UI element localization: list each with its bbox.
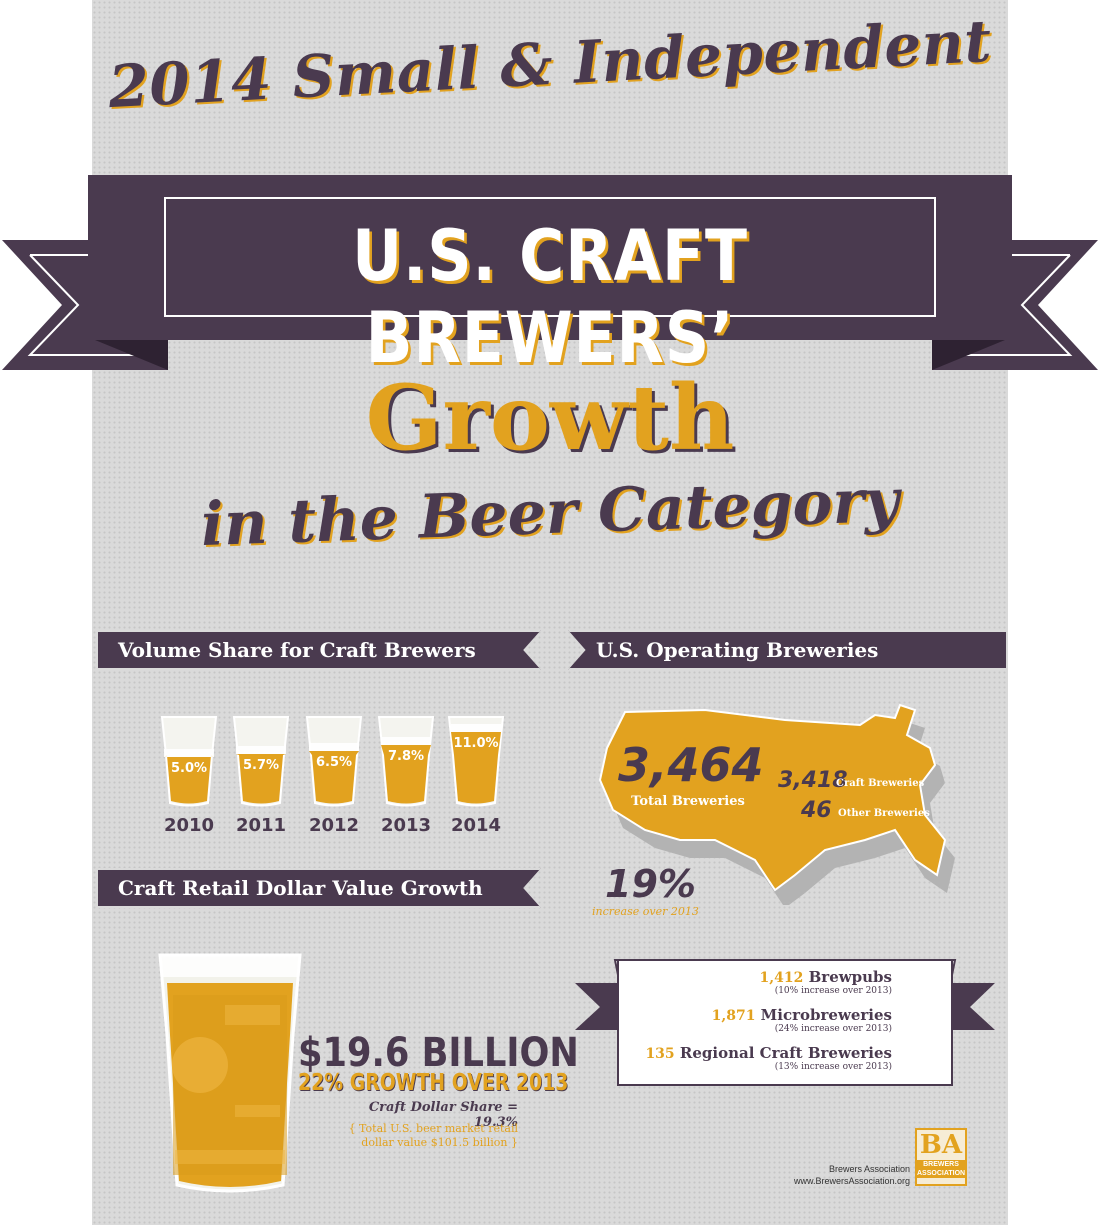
brewery-types-ribbon <box>575 959 995 1086</box>
glass-year-label: 2013 <box>380 815 432 836</box>
glass-share-label: 11.0% <box>453 736 499 751</box>
brewery-increase-percent: 19% <box>605 862 696 906</box>
craft-breweries-count: 3,418 <box>778 768 848 793</box>
microbreweries-count: 1,871 <box>711 1008 756 1024</box>
total-breweries-label: Total Breweries <box>631 794 745 809</box>
glass-year-label: 2012 <box>308 815 360 836</box>
glass-share-label: 5.0% <box>170 761 208 776</box>
other-breweries-label: Other Breweries <box>838 808 930 819</box>
volume-share-heading: Volume Share for Craft Brewers <box>96 630 541 670</box>
regional-label: Regional Craft Breweries <box>679 1044 892 1062</box>
microbreweries-label: Microbreweries <box>760 1006 892 1024</box>
brewery-type-regional: 135 Regional Craft Breweries (13% increa… <box>645 1044 892 1072</box>
dollar-bill-glass-icon <box>158 953 302 1193</box>
org-name: Brewers Association <box>828 1164 910 1174</box>
brewery-increase-label: increase over 2013 <box>592 905 699 918</box>
market-value-note-line1: { Total U.S. beer market retail <box>348 1122 518 1135</box>
beer-glass-icon <box>305 716 363 807</box>
glass-year-label: 2011 <box>235 815 287 836</box>
operating-breweries-heading: U.S. Operating Breweries <box>568 630 1008 670</box>
growth-title: Growth <box>365 365 735 471</box>
org-url: www.BrewersAssociation.org <box>793 1176 910 1186</box>
beer-glass-icon <box>447 716 505 807</box>
brewpubs-label: Brewpubs <box>808 968 892 986</box>
regional-note: (13% increase over 2013) <box>774 1062 892 1072</box>
brewery-type-brewpubs: 1,412 Brewpubs (10% increase over 2013) <box>760 968 892 996</box>
logo-mark: BA <box>919 1130 963 1160</box>
glass-share-label: 6.5% <box>315 755 353 770</box>
brewpubs-count: 1,412 <box>759 970 804 986</box>
dollar-value-amount: $19.6 BILLION <box>298 1030 579 1076</box>
beer-glass-icon <box>160 716 218 807</box>
banner-title: U.S. CRAFT BREWERS’ <box>352 215 748 379</box>
glass-share-label: 5.7% <box>242 758 280 773</box>
title-banner <box>2 175 1098 370</box>
craft-dollar-share: Craft Dollar Share = 19.3% <box>368 1100 518 1130</box>
craft-breweries-label: Craft Breweries <box>836 778 925 789</box>
glass-year-label: 2014 <box>450 815 502 836</box>
logo-text: BREWERS ASSOCIATION <box>917 1160 966 1178</box>
market-value-note-line2: dollar value $101.5 billion } <box>361 1136 518 1149</box>
beer-glass-icon <box>377 716 435 807</box>
dollar-growth-label: 22% GROWTH OVER 2013 <box>298 1070 569 1096</box>
beer-glass-icon <box>232 716 290 807</box>
brewers-association-credit: Brewers Association www.BrewersAssociati… <box>770 1163 910 1187</box>
regional-count: 135 <box>645 1046 675 1062</box>
us-map-icon <box>598 703 955 905</box>
dollar-value-heading: Craft Retail Dollar Value Growth <box>96 868 541 908</box>
brewers-association-logo: BA BREWERS ASSOCIATION <box>915 1128 967 1186</box>
brewpubs-note: (10% increase over 2013) <box>774 986 892 996</box>
glass-share-label: 7.8% <box>387 749 425 764</box>
glass-year-label: 2010 <box>163 815 215 836</box>
other-breweries-count: 46 <box>801 798 832 823</box>
total-breweries-count: 3,464 <box>618 738 764 792</box>
brewery-type-microbreweries: 1,871 Microbreweries (24% increase over … <box>712 1006 892 1034</box>
microbreweries-note: (24% increase over 2013) <box>774 1024 892 1034</box>
market-value-note: { Total U.S. beer market retail dollar v… <box>330 1122 518 1150</box>
